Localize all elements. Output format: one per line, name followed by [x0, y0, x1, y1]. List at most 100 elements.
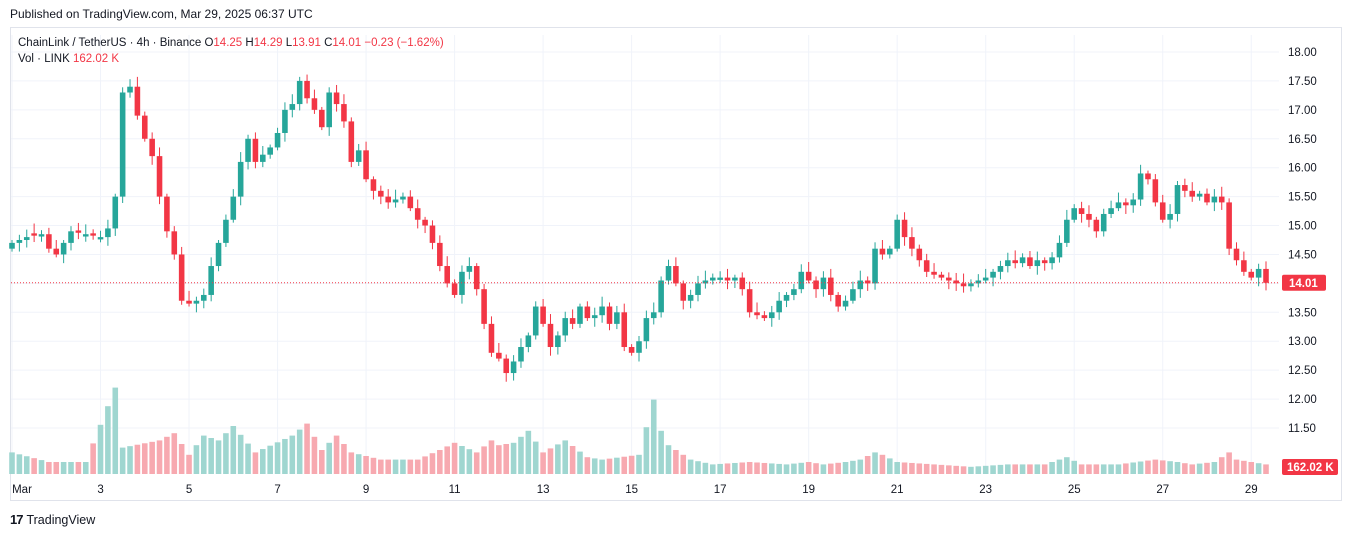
candle	[1078, 201, 1085, 223]
volume-bar	[864, 456, 871, 474]
volume-bar	[783, 464, 790, 474]
candle-body	[975, 280, 982, 284]
candle-body	[488, 323, 495, 353]
volume-bar	[776, 463, 782, 474]
candle-body	[1145, 173, 1151, 180]
candle-body	[643, 318, 650, 342]
candle	[709, 273, 716, 285]
volume-bar	[614, 457, 620, 474]
candle-body	[267, 147, 273, 155]
candle-body	[75, 230, 82, 233]
candle-body	[584, 306, 591, 319]
volume-bar	[348, 452, 355, 474]
volume-bar	[23, 456, 30, 474]
legend-symbol[interactable]: ChainLink / TetherUS · 4h · Binance	[18, 37, 202, 49]
volume-bar	[1241, 460, 1247, 474]
candle	[1255, 263, 1262, 287]
candle	[739, 272, 746, 296]
candle	[1167, 204, 1173, 229]
candle-body	[311, 98, 318, 110]
volume-bar	[444, 446, 450, 474]
candle-body	[709, 277, 716, 281]
volume-bar	[997, 464, 1004, 474]
volume-bar	[156, 440, 163, 474]
candle	[1064, 209, 1070, 247]
candle	[1123, 198, 1129, 214]
candle	[1211, 189, 1218, 212]
candle	[665, 259, 672, 285]
volume-bar	[363, 456, 369, 474]
candle	[326, 87, 332, 136]
candle-body	[341, 104, 347, 122]
candle-body	[223, 219, 229, 243]
candle	[982, 268, 989, 284]
volume-bar	[1226, 452, 1232, 474]
candle-body	[134, 86, 141, 116]
volume-bar	[1189, 464, 1196, 474]
candle	[887, 245, 893, 259]
candle	[1218, 186, 1225, 210]
candle	[503, 354, 510, 382]
candle	[569, 309, 576, 330]
candle-body	[326, 92, 332, 128]
candle-body	[746, 289, 753, 313]
candle-body	[260, 154, 266, 162]
candle	[1027, 250, 1033, 269]
candle	[953, 272, 959, 291]
price-axis[interactable]: 18.00 17.50 17.00 16.50 16.00 15.50 15.00 14.50…	[1288, 47, 1317, 435]
candle-body	[990, 271, 996, 278]
volume-bar	[1078, 464, 1085, 474]
volume-bar	[695, 461, 701, 474]
time-tick-label: 17	[714, 484, 727, 496]
candle	[754, 302, 760, 320]
candle	[1226, 198, 1232, 256]
candle	[90, 229, 96, 240]
volume-bar	[901, 462, 908, 474]
time-axis[interactable]: Mar 3 5 7 9 11 13 15 17 19 21 23 25 27 29	[12, 484, 1258, 496]
candle-body	[547, 323, 554, 348]
last-volume-value: 162.02 K	[1287, 462, 1334, 474]
candle-body	[953, 280, 959, 284]
volume-bar	[97, 424, 104, 474]
price-tick-label: 17.50	[1288, 76, 1317, 88]
volume-bar	[46, 462, 52, 474]
volume-bar	[702, 462, 709, 474]
volume-bar	[274, 442, 281, 474]
volume-bar	[1108, 464, 1114, 474]
candle-body	[186, 300, 192, 304]
candle-body	[606, 306, 613, 324]
volume-bar	[591, 458, 598, 474]
candle-body	[1078, 208, 1085, 214]
candle-body	[628, 347, 635, 353]
candle	[525, 332, 532, 353]
legend-vol-value: 162.02 K	[72, 53, 120, 65]
candle	[1204, 188, 1210, 206]
candle-body	[1034, 260, 1041, 267]
candle-body	[1174, 185, 1181, 214]
candle	[164, 193, 170, 238]
volume-bar	[938, 464, 945, 474]
candle-body	[909, 237, 915, 249]
volume-bar	[186, 454, 192, 474]
candle	[466, 257, 473, 280]
volume-bar	[68, 462, 74, 474]
candle-body	[53, 248, 60, 255]
candle-body	[82, 234, 89, 237]
candle	[274, 127, 281, 151]
candle	[768, 305, 775, 327]
candle-body	[680, 283, 687, 301]
candle	[732, 274, 738, 289]
legend-vol-label[interactable]: Vol · LINK	[18, 53, 70, 65]
candle-body	[798, 271, 805, 290]
candle-body	[68, 231, 74, 243]
volume-bar	[982, 465, 989, 474]
candle-body	[9, 242, 15, 249]
grid	[11, 35, 1279, 472]
candle	[1137, 164, 1144, 206]
volume-bar	[16, 454, 23, 474]
tradingview-logo-icon: 17	[10, 512, 24, 527]
candle	[673, 257, 679, 287]
candle	[776, 292, 782, 320]
volume-bar	[304, 423, 310, 474]
